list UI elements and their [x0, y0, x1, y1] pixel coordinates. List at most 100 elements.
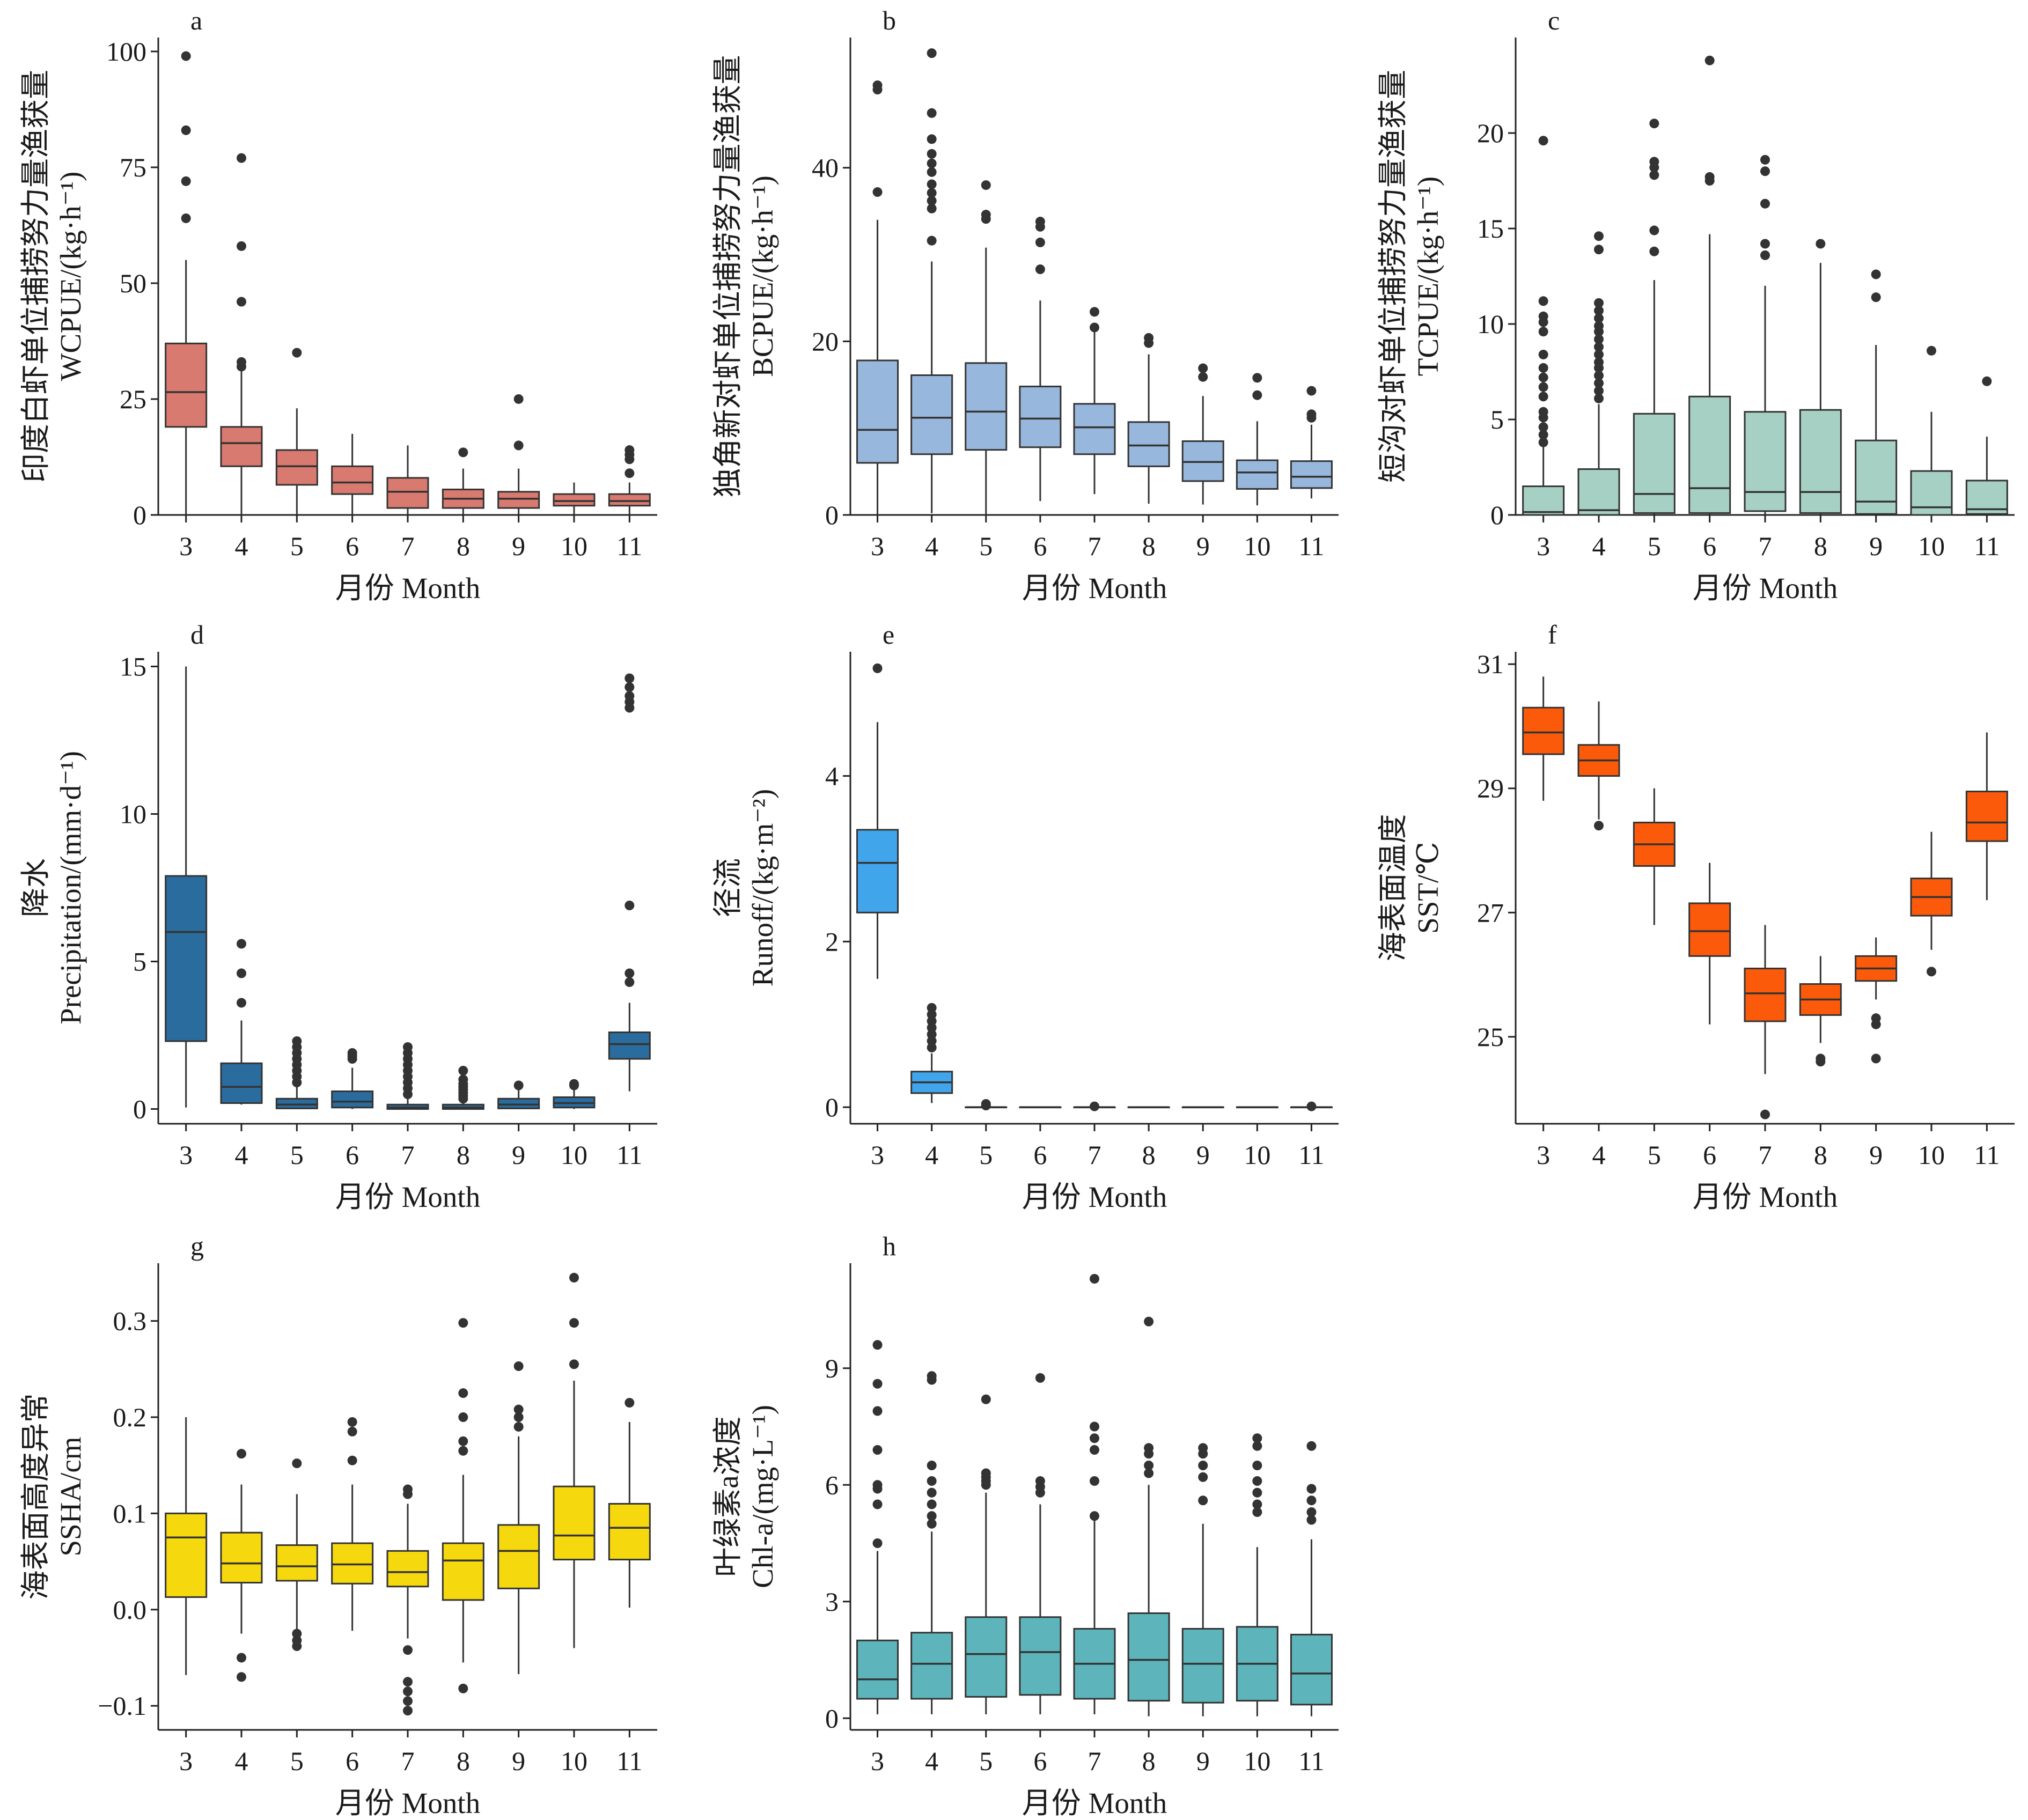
outlier-point [981, 1394, 991, 1404]
box-month-5 [965, 1394, 1008, 1714]
outlier-point [181, 125, 191, 135]
outlier-point [927, 1476, 937, 1486]
outlier-point [403, 1686, 413, 1697]
x-tick-label: 7 [1759, 1140, 1772, 1170]
box-month-10 [1910, 831, 1953, 977]
outlier-point [872, 1340, 883, 1350]
y-tick-label: 5 [133, 947, 146, 977]
outlier-point [347, 1455, 357, 1465]
y-tick-label: 6 [825, 1470, 839, 1500]
outlier-point [1144, 333, 1154, 343]
box-iqr [608, 1031, 651, 1060]
box-iqr [1019, 1616, 1062, 1696]
x-axis-title: 月份 Month [1693, 572, 1838, 605]
panel-d: 0 5 10 15 3 4 5 6 7 8 9 10 11 d 月份 Month 降水 Precipitatio… [19, 620, 657, 1213]
box-month-10 [553, 482, 596, 515]
outlier-point [181, 176, 191, 186]
outlier-point [1538, 382, 1548, 392]
panel-letter: g [190, 1231, 204, 1261]
box-iqr [608, 1502, 651, 1560]
outlier-point [403, 1042, 413, 1052]
panel-letter: d [190, 620, 204, 650]
x-tick-label: 5 [979, 531, 993, 561]
outlier-point [927, 149, 937, 159]
box-month-7 [1073, 307, 1116, 495]
box-month-10 [1236, 1106, 1278, 1109]
outlier-point [513, 394, 524, 404]
box-month-8 [442, 1318, 484, 1693]
y-axis-title: 短沟对虾单位捕捞努力量渔获量 [1377, 70, 1409, 483]
outlier-point [1538, 437, 1548, 447]
outlier-point [513, 1412, 524, 1423]
box-iqr [386, 477, 429, 509]
box-month-6 [331, 1417, 374, 1631]
outlier-point [927, 1499, 937, 1509]
outlier-point [1252, 1507, 1262, 1517]
y-axis-subtitle: SST/℃ [1412, 842, 1444, 934]
outlier-point [624, 468, 635, 478]
outlier-point [1144, 1461, 1154, 1470]
x-tick-label: 4 [925, 1140, 938, 1170]
outlier-point [237, 968, 246, 978]
box-iqr [1236, 459, 1278, 490]
x-tick-label: 8 [457, 531, 470, 561]
y-tick-label: 4 [825, 761, 839, 791]
outlier-point [1198, 372, 1208, 382]
box-iqr [331, 1542, 374, 1585]
outlier-point [927, 1461, 937, 1470]
outlier-point [872, 1406, 883, 1416]
box-month-6 [1019, 1373, 1062, 1714]
y-tick-label: 0 [825, 1092, 839, 1122]
box-month-8 [1799, 239, 1842, 515]
box-month-6 [1019, 217, 1062, 502]
x-tick-label: 8 [1814, 531, 1827, 561]
box-iqr [910, 1632, 953, 1700]
y-tick-label: 100 [106, 36, 146, 67]
box-iqr [1910, 470, 1953, 516]
box-iqr [220, 1531, 263, 1584]
panel-letter: b [883, 5, 896, 35]
y-tick-label: 0 [133, 500, 146, 530]
outlier-point [1594, 298, 1604, 308]
outlier-point [1306, 409, 1317, 419]
box-iqr [1290, 1633, 1333, 1706]
y-axis-title: 海表面温度 [1377, 814, 1409, 961]
outlier-point [927, 1519, 937, 1529]
outlier-point [569, 1318, 579, 1328]
box-iqr [331, 1090, 374, 1109]
y-tick-label: 25 [120, 384, 146, 414]
outlier-point [1871, 1053, 1881, 1064]
x-tick-label: 5 [290, 1746, 304, 1776]
x-tick-label: 8 [1142, 531, 1156, 561]
box-month-9 [1855, 269, 1898, 515]
y-tick-label: 9 [825, 1353, 839, 1383]
box-iqr [165, 875, 208, 1042]
outlier-point [1306, 1101, 1317, 1111]
box-month-6 [1688, 863, 1731, 1025]
outlier-point [1594, 231, 1604, 241]
outlier-point [1144, 1468, 1154, 1478]
box-iqr [165, 342, 208, 428]
x-tick-label: 5 [979, 1746, 993, 1776]
outlier-point [1090, 1101, 1099, 1111]
y-axis-title: 径流 [711, 858, 744, 917]
outlier-point [1198, 1495, 1208, 1506]
box-month-7 [386, 445, 429, 515]
outlier-point [981, 1099, 991, 1109]
x-tick-label: 6 [1033, 531, 1047, 561]
box-month-11 [1290, 1101, 1333, 1111]
outlier-point [927, 1042, 937, 1052]
outlier-point [1252, 390, 1262, 400]
outlier-point [1306, 1484, 1317, 1494]
outlier-point [1594, 313, 1604, 323]
x-tick-label: 6 [346, 1140, 359, 1170]
outlier-point [1252, 1487, 1262, 1498]
box-month-10 [1236, 373, 1278, 506]
outlier-point [403, 1706, 413, 1716]
x-tick-label: 7 [1088, 1140, 1101, 1170]
y-axis-subtitle: Chl-a/(mg·L⁻¹) [746, 1405, 779, 1588]
y-tick-label: 0 [133, 1094, 146, 1124]
outlier-point [1594, 371, 1604, 381]
box-month-8 [442, 1066, 484, 1110]
x-tick-label: 4 [1592, 531, 1606, 561]
